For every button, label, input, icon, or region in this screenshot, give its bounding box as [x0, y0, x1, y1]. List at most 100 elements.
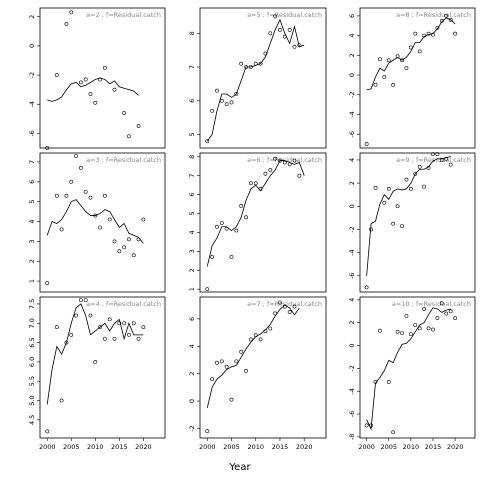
y-tick-label: -2	[348, 226, 356, 232]
data-point	[278, 28, 282, 32]
data-point	[205, 429, 210, 434]
data-point	[210, 108, 215, 113]
data-point	[117, 321, 122, 326]
data-point	[422, 307, 427, 311]
data-point	[439, 301, 444, 306]
x-tick-label: 2020	[447, 443, 464, 451]
data-point	[297, 173, 302, 178]
y-tick-label: 6.0	[28, 357, 36, 367]
data-point	[278, 300, 282, 305]
data-point	[408, 332, 413, 337]
smooth-line	[206, 18, 305, 142]
y-tick-label: 8	[188, 31, 196, 35]
data-point	[219, 98, 224, 103]
data-point	[431, 32, 435, 37]
data-point	[364, 142, 369, 146]
panel-title: a=8 ; f=Residual.catch	[396, 11, 471, 19]
data-point	[378, 328, 382, 333]
y-tick-label: 2	[188, 372, 196, 376]
x-axis-title: Year	[228, 462, 251, 473]
data-point	[391, 221, 396, 226]
data-point	[83, 77, 88, 82]
y-tick-label: 6	[188, 193, 196, 197]
panel-title: a=4 ; f=Residual.catch	[86, 300, 161, 308]
data-point	[229, 100, 234, 105]
panel-frame	[199, 152, 327, 293]
panel-frame	[359, 7, 476, 149]
data-point	[386, 187, 391, 191]
smooth-line	[366, 307, 451, 431]
data-point	[103, 336, 107, 341]
y-tick-label: 7	[188, 65, 196, 69]
data-point	[408, 187, 413, 191]
y-tick-label: 2	[348, 181, 356, 185]
x-tick-label: 2005	[63, 443, 80, 451]
y-tick-label: 7	[188, 174, 196, 178]
data-point	[45, 429, 50, 434]
data-point	[205, 139, 210, 144]
data-point	[136, 336, 141, 341]
data-point	[413, 171, 418, 176]
smooth-line	[47, 77, 139, 102]
y-tick-label: 4	[348, 34, 356, 38]
y-tick-label: 3	[28, 239, 36, 243]
data-point	[258, 337, 263, 342]
data-point	[422, 184, 427, 189]
y-tick-label: 7.0	[28, 318, 36, 328]
data-point	[107, 217, 112, 222]
data-point	[141, 325, 146, 330]
smooth-line	[46, 199, 144, 244]
data-point	[253, 181, 258, 186]
data-point	[69, 10, 74, 15]
y-tick-label: 4	[348, 298, 356, 302]
data-point	[127, 332, 131, 337]
data-point	[83, 298, 88, 302]
data-point	[448, 162, 453, 167]
y-tick-label: 1	[188, 287, 196, 291]
y-tick-label: 5	[188, 132, 196, 136]
panel-frame	[359, 152, 476, 293]
data-point	[234, 228, 239, 233]
data-point	[404, 66, 409, 71]
data-point	[215, 88, 219, 93]
data-point	[273, 14, 278, 19]
y-tick-label: 6	[348, 14, 356, 18]
data-point	[439, 158, 444, 162]
y-tick-label: -6	[348, 411, 356, 417]
data-point	[54, 325, 59, 330]
y-tick-label: 2	[28, 15, 36, 19]
data-point	[112, 336, 117, 341]
data-point	[59, 227, 64, 232]
x-tick-label: 2000	[199, 443, 216, 451]
data-point	[224, 364, 229, 369]
y-tick-label: 5	[188, 211, 196, 215]
data-point	[431, 152, 435, 157]
y-tick-label: -4	[348, 111, 356, 117]
data-point	[78, 298, 83, 302]
data-point	[431, 327, 435, 332]
data-point	[417, 164, 422, 169]
data-point	[435, 316, 440, 321]
data-point	[64, 22, 69, 26]
data-point	[88, 92, 93, 96]
y-tick-label: 0	[348, 343, 356, 347]
data-point	[273, 156, 278, 161]
data-point	[364, 423, 369, 428]
y-tick-label: -4	[348, 388, 356, 394]
data-point	[239, 204, 244, 208]
data-point	[54, 193, 59, 198]
y-tick-label: -2	[28, 72, 36, 78]
data-point	[131, 253, 136, 258]
y-tick-label: -6	[348, 131, 356, 137]
x-tick-label: 2010	[87, 443, 104, 451]
y-tick-label: 5	[28, 200, 36, 204]
y-tick-label: 6	[28, 180, 36, 184]
data-point	[444, 156, 449, 161]
data-point	[215, 360, 219, 365]
data-point	[386, 58, 391, 63]
x-tick-label: 2005	[223, 443, 240, 451]
data-point	[400, 224, 404, 228]
data-point	[112, 239, 117, 244]
